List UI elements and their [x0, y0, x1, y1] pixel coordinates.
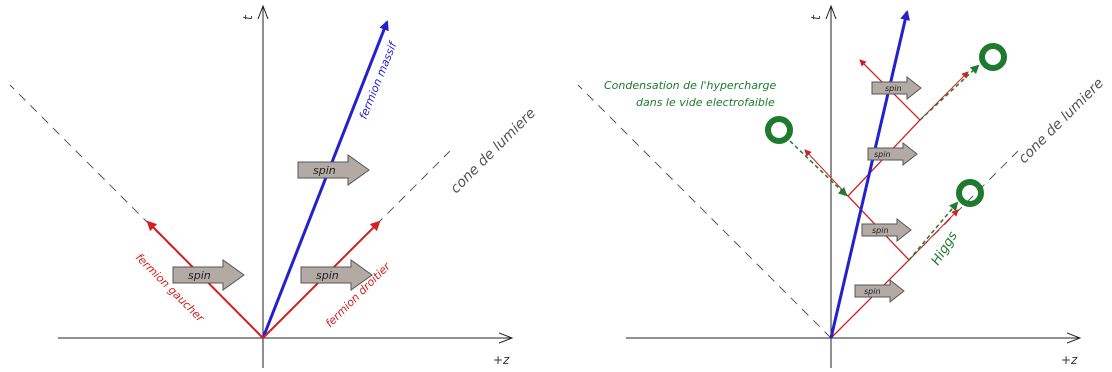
zigzag-branch-2 — [804, 149, 849, 197]
spin-label: spin — [885, 84, 902, 93]
zigzag-branch-3 — [919, 71, 969, 121]
higgs-circle-condensate — [765, 116, 793, 144]
left-handed-fermion-label: fermion gaucher — [133, 251, 208, 326]
spin-arrow-right-1: spin — [871, 75, 922, 101]
spin-label: spin — [874, 150, 891, 159]
higgs-arrow-emit-lower — [908, 201, 959, 261]
spin-label: spin — [188, 269, 211, 282]
left-t-axis-label: t — [241, 14, 255, 20]
spin-arrow-right-2: spin — [867, 141, 918, 167]
right-light-cone-left — [577, 84, 832, 339]
left-panel: t +z cone de lumiere fermion massif ferm… — [9, 6, 540, 368]
spin-arrow-right-handed: spin — [300, 259, 373, 291]
left-light-cone-left — [9, 84, 264, 339]
spin-label: spin — [313, 164, 336, 177]
spin-arrow-massive: spin — [297, 154, 370, 186]
condensation-label-line2: dans le vide electrofaible — [636, 96, 775, 109]
left-light-cone-label: cone de lumiere — [448, 105, 540, 197]
spin-label: spin — [872, 226, 889, 235]
right-massive-fermion-arrow — [829, 10, 911, 339]
spin-arrow-left-handed: spin — [172, 259, 245, 291]
right-light-cone-label: cone de lumiere — [1016, 75, 1108, 167]
right-z-axis-label: +z — [1061, 353, 1078, 367]
massive-fermion-arrow — [261, 20, 389, 339]
higgs-arrow-emit-upper — [919, 64, 980, 121]
zigzag-branch-1 — [908, 209, 959, 261]
right-panel: t +z Condensation de l'hypercharge dans … — [577, 6, 1108, 368]
spin-arrow-right-3: spin — [861, 217, 912, 243]
higgs-circle-lower — [956, 179, 984, 207]
higgs-arrow-absorb — [789, 140, 848, 197]
right-t-axis-label: t — [809, 14, 823, 20]
condensation-label-line1: Condensation de l'hypercharge — [604, 79, 776, 92]
left-z-axis-label: +z — [493, 353, 510, 367]
higgs-circle-upper — [979, 43, 1007, 71]
spin-arrow-right-4: spin — [854, 278, 905, 304]
spin-label: spin — [864, 287, 881, 296]
spin-label: spin — [316, 269, 339, 282]
